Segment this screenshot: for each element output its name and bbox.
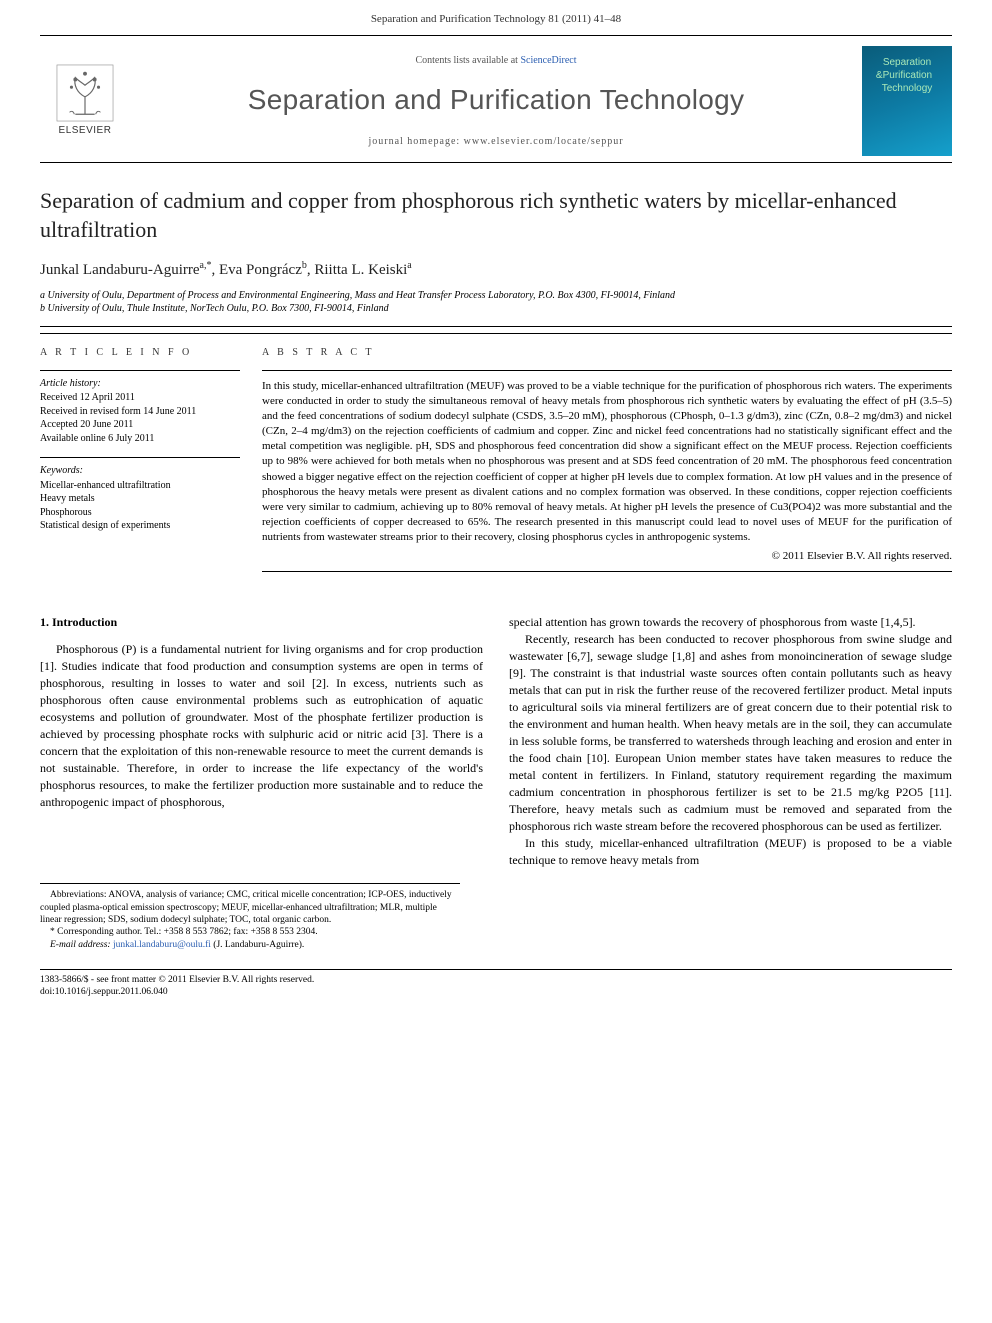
author-3: Riitta L. Keiski xyxy=(314,262,407,278)
cover-word-2: &Purification xyxy=(876,69,932,82)
intro-paragraph-3: In this study, micellar-enhanced ultrafi… xyxy=(509,835,952,869)
author-list: Junkal Landaburu-Aguirrea,*, Eva Pongrác… xyxy=(40,259,952,281)
history-label: Article history: xyxy=(40,377,240,391)
keyword-3: Phosphorous xyxy=(40,506,240,520)
affiliations: a University of Oulu, Department of Proc… xyxy=(40,289,952,316)
history-received: Received 12 April 2011 xyxy=(40,391,240,405)
keywords-label: Keywords: xyxy=(40,464,240,478)
journal-cover-thumb: Separation &Purification Technology xyxy=(862,46,952,156)
email-link[interactable]: junkal.landaburu@oulu.fi xyxy=(113,940,211,950)
abstract-heading: A B S T R A C T xyxy=(262,346,952,360)
history-accepted: Accepted 20 June 2011 xyxy=(40,418,240,432)
homepage-line: journal homepage: www.elsevier.com/locat… xyxy=(130,135,862,149)
front-matter-line: 1383-5866/$ - see front matter © 2011 El… xyxy=(40,974,952,986)
history-online: Available online 6 July 2011 xyxy=(40,432,240,446)
page-footer: 1383-5866/$ - see front matter © 2011 El… xyxy=(40,969,952,999)
affiliation-b: b University of Oulu, Thule Institute, N… xyxy=(40,302,952,316)
publisher-block: ELSEVIER xyxy=(40,64,130,138)
footnotes: Abbreviations: ANOVA, analysis of varian… xyxy=(40,883,460,951)
author-2: Eva Pongrácz xyxy=(219,262,302,278)
author-2-affil: b xyxy=(302,260,307,271)
author-1-affil: a,* xyxy=(200,260,212,271)
abstract-text: In this study, micellar-enhanced ultrafi… xyxy=(262,379,952,546)
doi-line: doi:10.1016/j.seppur.2011.06.040 xyxy=(40,986,952,998)
keyword-4: Statistical design of experiments xyxy=(40,519,240,533)
section-1-heading: 1. Introduction xyxy=(40,614,483,631)
cover-word-1: Separation xyxy=(883,56,931,69)
running-head: Separation and Purification Technology 8… xyxy=(0,0,992,35)
intro-paragraph-2: Recently, research has been conducted to… xyxy=(509,631,952,835)
email-who: (J. Landaburu-Aguirre). xyxy=(211,940,304,950)
author-3-affil: a xyxy=(407,260,411,271)
body-columns: 1. Introduction Phosphorous (P) is a fun… xyxy=(40,614,952,869)
author-1: Junkal Landaburu-Aguirre xyxy=(40,262,200,278)
article-info: A R T I C L E I N F O Article history: R… xyxy=(40,346,240,572)
journal-name: Separation and Purification Technology xyxy=(130,80,862,119)
contents-pre: Contents lists available at xyxy=(415,55,520,66)
elsevier-tree-icon xyxy=(56,64,114,122)
rule-under-banner xyxy=(40,162,952,163)
publisher-name: ELSEVIER xyxy=(59,124,112,138)
contents-line: Contents lists available at ScienceDirec… xyxy=(130,54,862,68)
column-left: 1. Introduction Phosphorous (P) is a fun… xyxy=(40,614,483,869)
keyword-1: Micellar-enhanced ultrafiltration xyxy=(40,479,240,493)
keyword-2: Heavy metals xyxy=(40,492,240,506)
abstract: A B S T R A C T In this study, micellar-… xyxy=(262,346,952,572)
abbreviations-footnote: Abbreviations: ANOVA, analysis of varian… xyxy=(40,889,460,926)
cover-word-3: Technology xyxy=(882,82,933,95)
keywords-block: Keywords: Micellar-enhanced ultrafiltrat… xyxy=(40,464,240,533)
rule-above-abstract xyxy=(40,326,952,327)
email-footnote: E-mail address: junkal.landaburu@oulu.fi… xyxy=(40,939,460,951)
corresponding-author-footnote: * Corresponding author. Tel.: +358 8 553… xyxy=(40,926,460,938)
intro-paragraph-1: Phosphorous (P) is a fundamental nutrien… xyxy=(40,641,483,811)
email-label: E-mail address: xyxy=(50,940,113,950)
intro-paragraph-1-cont: special attention has grown towards the … xyxy=(509,614,952,631)
history-revised: Received in revised form 14 June 2011 xyxy=(40,405,240,419)
journal-banner: ELSEVIER Contents lists available at Sci… xyxy=(40,36,952,162)
article-title: Separation of cadmium and copper from ph… xyxy=(40,187,952,244)
article-info-heading: A R T I C L E I N F O xyxy=(40,346,240,360)
banner-center: Contents lists available at ScienceDirec… xyxy=(130,54,862,149)
sciencedirect-link[interactable]: ScienceDirect xyxy=(520,55,576,66)
article-history: Article history: Received 12 April 2011 … xyxy=(40,377,240,446)
affiliation-a: a University of Oulu, Department of Proc… xyxy=(40,289,952,303)
column-right: special attention has grown towards the … xyxy=(509,614,952,869)
abstract-copyright: © 2011 Elsevier B.V. All rights reserved… xyxy=(262,549,952,564)
